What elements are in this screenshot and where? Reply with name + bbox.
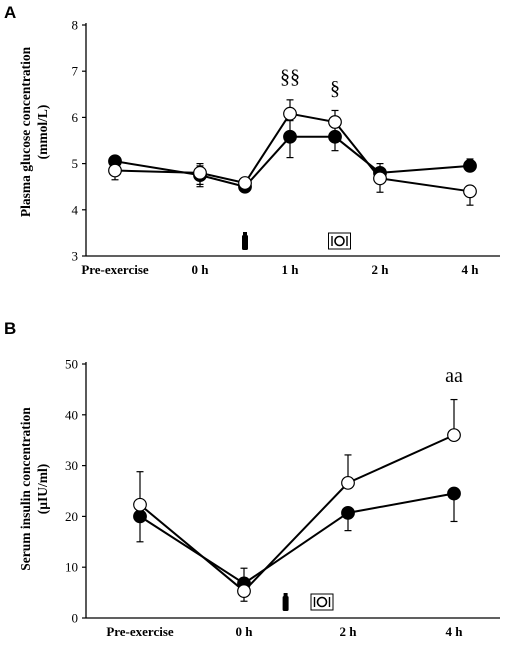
panel-a: A Plasma glucose concentration (mmol/L) … — [4, 3, 500, 277]
meal-icon — [310, 593, 334, 611]
open-data-point — [463, 184, 477, 199]
y-axis-label: Plasma glucose concentration (mmol/L) — [18, 46, 50, 217]
y-tick-label: 3 — [72, 249, 79, 264]
open-data-point — [283, 106, 297, 121]
open-data-point — [237, 584, 251, 598]
x-tick-label: 0 h — [192, 262, 210, 277]
bottle-cap — [283, 593, 288, 596]
y-tick-label: 0 — [72, 611, 79, 626]
y-tick-label: 40 — [65, 407, 78, 422]
y-tick-label: 7 — [72, 64, 79, 79]
x-tick-label: 1 h — [282, 262, 300, 277]
filled-data-point — [328, 129, 342, 144]
filled-series-line — [114, 135, 471, 188]
x-tick-label: 4 h — [462, 262, 480, 277]
x-tick-label: Pre-exercise — [81, 262, 149, 277]
significance-annotation: § — [330, 77, 340, 99]
y-tick-label: 8 — [72, 18, 79, 33]
y-tick-label: 4 — [72, 202, 79, 217]
open-data-point — [373, 171, 387, 186]
y-axis-label-line-2: (µIU/ml) — [35, 464, 50, 515]
y-tick-label: 10 — [65, 560, 78, 575]
bottle-body — [282, 596, 289, 611]
open-data-point — [108, 163, 122, 178]
y-axis-label-line-1: Plasma glucose concentration — [18, 46, 33, 217]
open-data-point — [341, 475, 355, 490]
open-series-line — [139, 434, 455, 593]
exercise-bottle-icon — [282, 593, 289, 611]
meal-plate — [316, 596, 328, 608]
filled-data-point — [283, 129, 297, 144]
open-data-point — [133, 497, 147, 512]
y-tick-label: 5 — [72, 156, 79, 171]
open-data-point — [193, 165, 207, 180]
filled-series-line — [139, 492, 455, 585]
x-tick-label: 2 h — [340, 624, 358, 639]
open-data-point — [238, 176, 252, 190]
filled-data-point — [341, 505, 355, 520]
x-tick-label: Pre-exercise — [106, 624, 174, 639]
filled-data-point — [463, 159, 477, 173]
x-tick-label: 0 h — [236, 624, 254, 639]
significance-annotation: aa — [445, 365, 463, 387]
meal-frame — [310, 593, 334, 611]
y-axis-label-line-1: Serum insulin concentration — [18, 407, 33, 571]
x-tick-label: 4 h — [446, 624, 464, 639]
open-series-line — [114, 112, 471, 193]
panel-letter: A — [4, 3, 16, 22]
filled-data-point — [133, 509, 147, 524]
x-tick-label: 2 h — [372, 262, 390, 277]
y-tick-label: 50 — [65, 357, 78, 372]
meal-plate — [334, 235, 345, 247]
open-data-point — [447, 428, 461, 443]
y-axis-label: Serum insulin concentration (µIU/ml) — [18, 407, 50, 571]
y-tick-label: 30 — [65, 458, 78, 473]
panel-b: B Serum insulin concentration (µIU/ml) 0… — [4, 319, 500, 639]
meal-icon — [328, 232, 351, 250]
y-tick-label: 20 — [65, 509, 78, 524]
open-data-point — [328, 115, 342, 129]
panel-letter: B — [4, 319, 16, 338]
meal-frame — [328, 232, 351, 250]
filled-data-point — [447, 486, 461, 501]
y-axis-label-line-2: (mmol/L) — [35, 105, 50, 160]
bottle-body — [242, 235, 248, 250]
bottle-cap — [243, 232, 247, 235]
significance-annotation: §§ — [280, 66, 300, 88]
y-tick-label: 6 — [72, 110, 79, 125]
exercise-bottle-icon — [242, 232, 248, 250]
